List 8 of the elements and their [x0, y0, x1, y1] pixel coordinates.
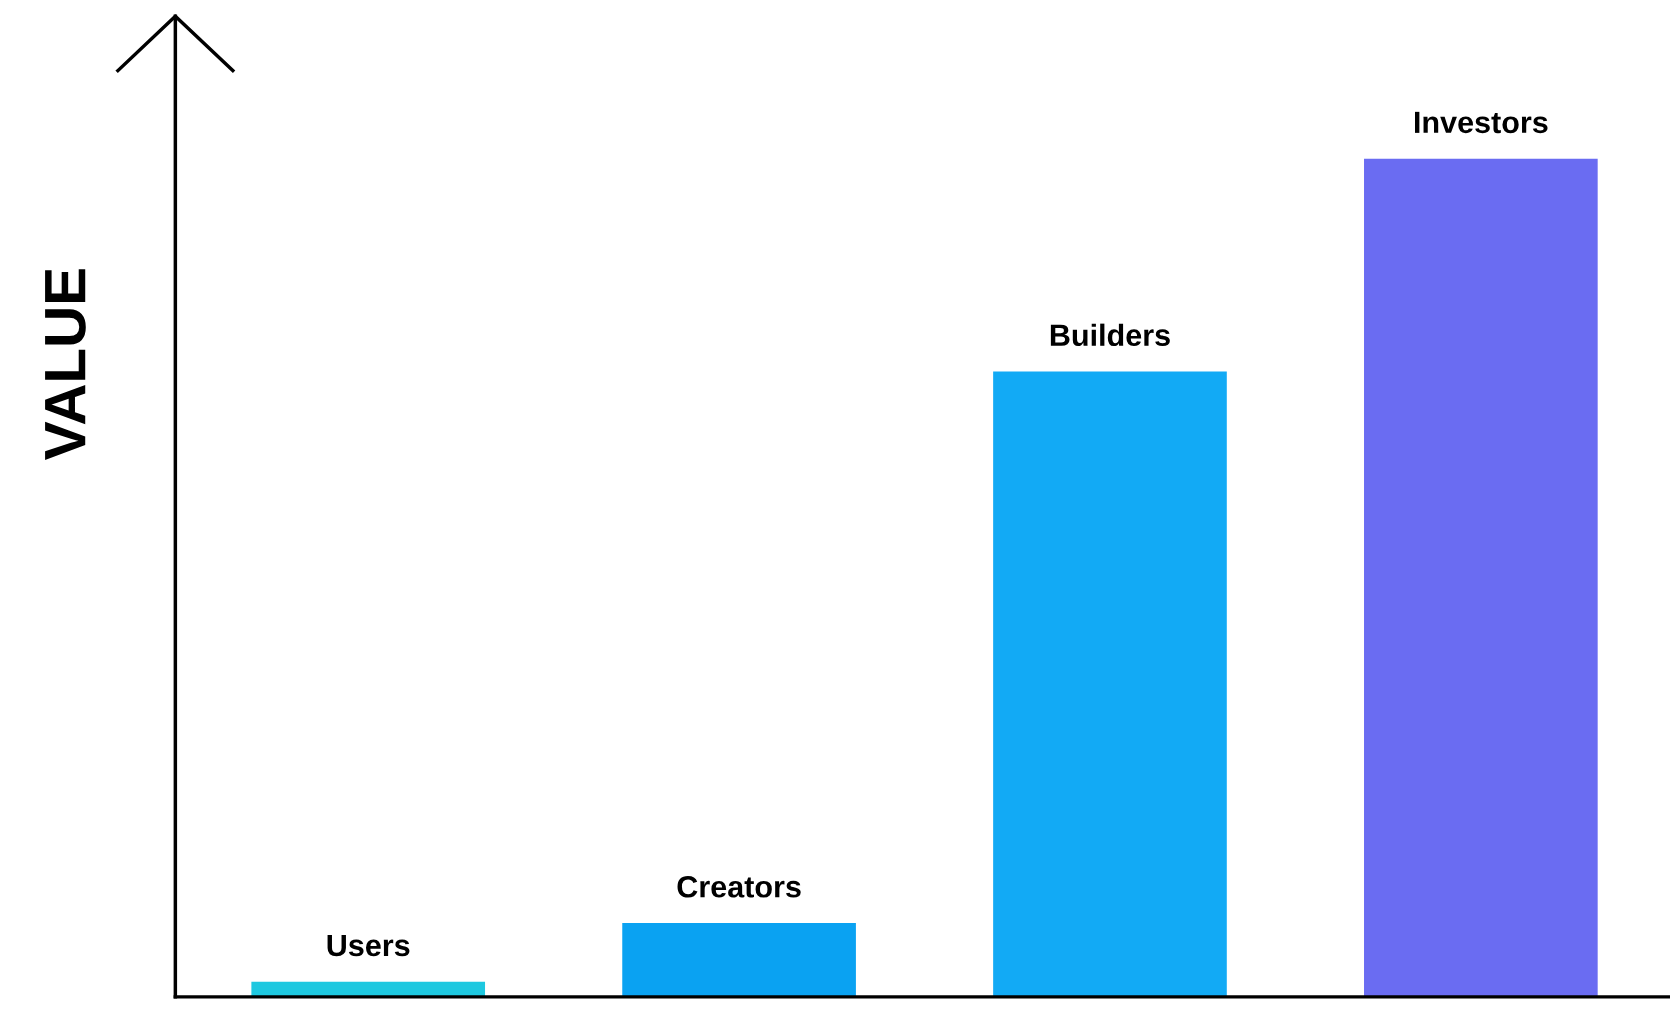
x-tick-label: Investors [1414, 111, 1548, 134]
x-tick-label: Users [327, 934, 410, 957]
bar [622, 923, 856, 997]
x-tick-label: Creators [677, 875, 801, 898]
x-tick-label: Builders [1050, 323, 1170, 347]
bar [993, 371, 1227, 997]
y-axis-title: VALUE [45, 269, 86, 460]
bar [1364, 158, 1598, 997]
